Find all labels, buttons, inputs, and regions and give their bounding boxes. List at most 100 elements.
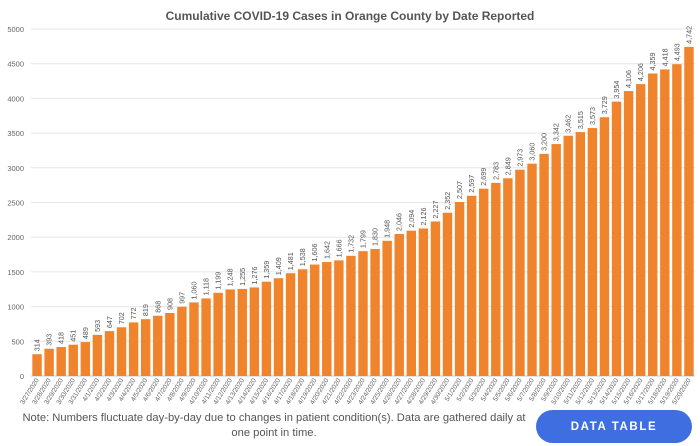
bar (442, 212, 453, 376)
data-label: 1,276 (250, 266, 259, 284)
data-label: 2,507 (455, 181, 464, 199)
y-tick-label: 3000 (7, 164, 24, 173)
chart-title: Cumulative COVID-19 Cases in Orange Coun… (165, 9, 535, 23)
bar (116, 327, 127, 376)
data-label: 2,597 (467, 175, 476, 193)
bar (140, 319, 151, 376)
data-table-button[interactable]: DATA TABLE (536, 410, 692, 443)
data-label: 1,642 (322, 241, 331, 259)
data-label: 702 (117, 312, 126, 324)
data-label: 3,200 (540, 133, 549, 151)
data-label: 4,206 (636, 63, 645, 81)
y-tick-label: 2500 (7, 199, 24, 208)
data-label: 4,493 (672, 43, 681, 61)
data-label: 314 (33, 339, 42, 351)
data-label: 2,126 (419, 207, 428, 225)
bar (611, 101, 622, 376)
footnote: Note: Numbers fluctuate day-by-day due t… (22, 412, 526, 439)
data-label: 1,538 (298, 248, 307, 266)
data-label: 1,606 (310, 244, 319, 262)
bar (684, 46, 694, 376)
data-label: 1,948 (383, 220, 392, 238)
bar (201, 298, 211, 376)
data-label: 4,106 (624, 70, 633, 88)
bar (128, 322, 139, 376)
data-label: 1,118 (202, 278, 211, 295)
y-tick-label: 2000 (7, 233, 24, 242)
data-label: 1,732 (346, 235, 355, 253)
data-label: 2,973 (515, 149, 524, 167)
bar (382, 240, 392, 376)
data-label: 1,409 (274, 257, 283, 275)
bar (56, 346, 66, 376)
data-label: 2,849 (503, 157, 512, 175)
bar (237, 288, 247, 376)
data-label: 3,954 (612, 81, 621, 99)
bar (44, 348, 54, 376)
bar (68, 344, 78, 376)
data-label: 1,830 (371, 228, 380, 246)
bar (623, 91, 634, 376)
bar (418, 228, 429, 376)
bar (249, 287, 260, 376)
bar (297, 269, 308, 376)
data-label: 1,248 (226, 268, 235, 286)
y-tick-label: 1000 (7, 303, 24, 312)
bar (406, 230, 416, 376)
bar (527, 163, 537, 376)
data-label: 3,462 (564, 115, 573, 133)
data-label: 3,729 (600, 96, 609, 114)
data-label: 3,342 (552, 123, 561, 141)
data-label: 3,515 (576, 111, 585, 129)
data-label: 418 (57, 332, 66, 344)
bar (454, 202, 465, 376)
data-label: 1,799 (359, 230, 368, 248)
bar (189, 302, 199, 376)
bar (370, 248, 380, 376)
data-label: 4,359 (648, 52, 657, 70)
bar (213, 292, 223, 376)
data-label: 2,227 (431, 200, 440, 218)
bar (310, 264, 320, 376)
data-label: 908 (165, 298, 174, 310)
bar (225, 289, 235, 376)
bar (635, 84, 646, 376)
bar (322, 262, 332, 376)
y-tick-label: 5000 (7, 25, 24, 34)
bar (165, 312, 175, 376)
data-label: 1,666 (334, 239, 343, 257)
bar (177, 306, 187, 376)
bar (261, 281, 272, 376)
data-label: 868 (153, 301, 162, 313)
bar (466, 195, 477, 376)
bar (394, 234, 404, 376)
bar (539, 153, 549, 376)
bar (660, 69, 670, 376)
bar-chart: 0 500 1000 1500 2000 2500 3000 3500 4000 4500 5000… (7, 25, 695, 406)
data-label: 593 (93, 320, 102, 332)
data-label: 451 (69, 330, 78, 342)
bar (551, 144, 561, 376)
data-label: 1,359 (262, 261, 271, 279)
data-label: 2,699 (479, 168, 488, 186)
bar (503, 178, 513, 376)
bar (153, 315, 163, 376)
data-label: 4,742 (684, 26, 693, 44)
y-tick-label: 3500 (7, 129, 24, 138)
data-label: 4,418 (660, 48, 669, 66)
bar (648, 73, 658, 376)
data-label: 997 (177, 292, 186, 304)
bar (563, 135, 573, 376)
data-label: 647 (105, 316, 114, 328)
bar (479, 188, 489, 376)
y-tick-label: 4500 (7, 60, 24, 69)
bar (599, 117, 610, 376)
data-label: 3,060 (528, 143, 537, 161)
data-label: 2,352 (443, 192, 452, 210)
bar (358, 251, 368, 376)
bar (491, 182, 501, 376)
data-label: 1,481 (286, 252, 295, 270)
data-label: 489 (81, 327, 90, 339)
bar (92, 334, 103, 376)
